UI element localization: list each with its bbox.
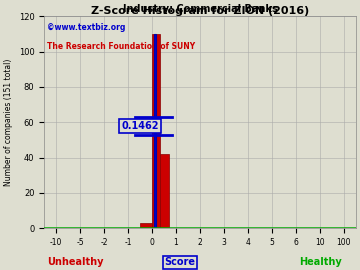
Bar — [140, 223, 152, 228]
Text: ©www.textbiz.org: ©www.textbiz.org — [47, 23, 126, 32]
Y-axis label: Number of companies (151 total): Number of companies (151 total) — [4, 59, 13, 186]
Text: Unhealthy: Unhealthy — [47, 257, 103, 267]
Text: Healthy: Healthy — [299, 257, 342, 267]
Bar — [154, 34, 156, 228]
Title: Z-Score Histogram for ZION (2016): Z-Score Histogram for ZION (2016) — [91, 6, 309, 16]
Bar — [152, 34, 161, 228]
Bar — [161, 154, 169, 228]
Text: Industry: Commercial Banks: Industry: Commercial Banks — [123, 4, 278, 14]
Text: Score: Score — [165, 257, 195, 267]
Text: 0.1462: 0.1462 — [121, 121, 159, 131]
Text: The Research Foundation of SUNY: The Research Foundation of SUNY — [47, 42, 195, 51]
